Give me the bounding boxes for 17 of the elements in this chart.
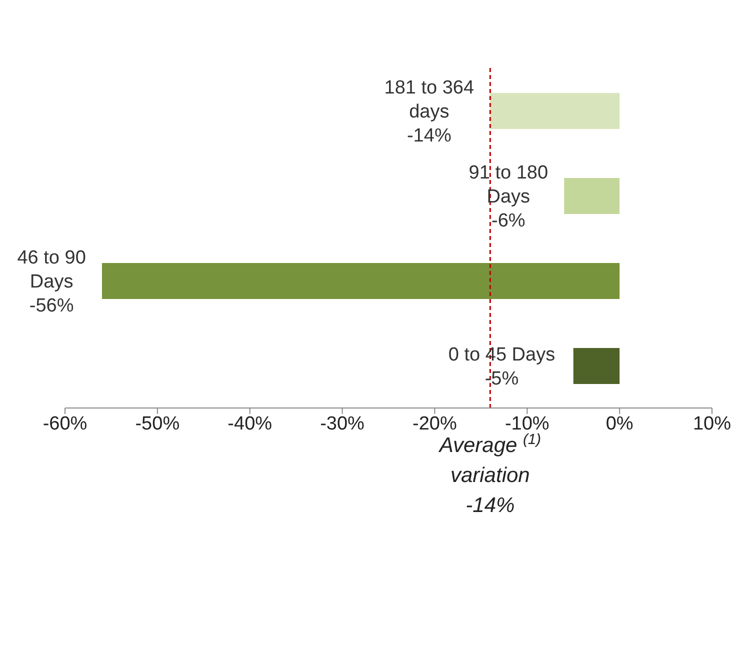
y-tick-label: 181 to 364 days (384, 78, 475, 123)
x-tick-label: 10% (692, 413, 732, 434)
y-tick-label: 91 to 180 Days (468, 162, 548, 208)
y-tick-label: 46 to 90 Days (17, 248, 86, 293)
x-tick-label: -30% (320, 413, 365, 434)
x-tick-label: 0% (606, 413, 634, 434)
data-label: -5% (484, 368, 519, 390)
ref-line-label: Average $^{(1)}$ variation -14% (437, 432, 542, 517)
x-tick-label: -10% (504, 413, 550, 434)
x-tick-label: -50% (135, 413, 180, 434)
y-tick-label: 0 to 45 Days (448, 344, 556, 366)
data-label: -6% (492, 210, 526, 232)
data-label: -14% (406, 126, 452, 147)
x-tick-label: -20% (412, 413, 457, 434)
x-tick-label: -40% (228, 413, 272, 434)
data-label: -56% (29, 296, 74, 317)
x-tick-label: -60% (42, 413, 88, 434)
